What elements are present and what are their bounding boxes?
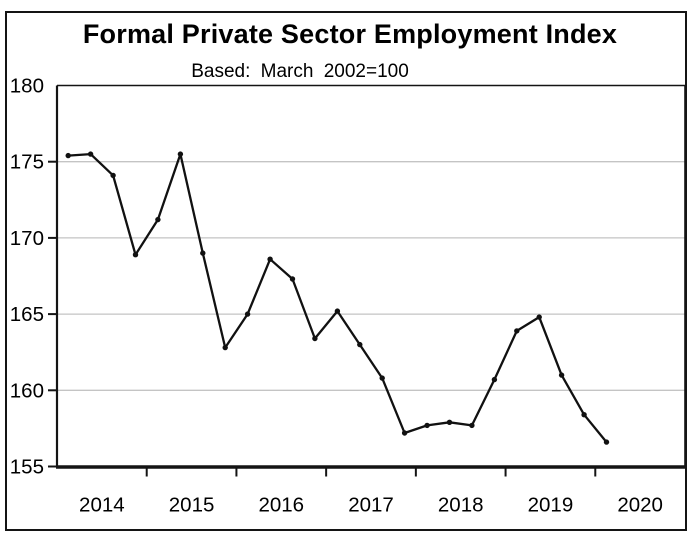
employment-index-line [67,152,608,444]
data-point-marker [558,372,565,378]
chart-outer-border [5,11,687,531]
x-year-label: 2014 [79,494,125,517]
x-year-label: 2019 [528,494,574,517]
data-point-marker [334,308,341,314]
data-point-marker [514,328,520,334]
data-point-marker [424,422,430,429]
y-tick-label: 155 [10,456,44,479]
data-point-marker [446,419,453,425]
data-point-marker [65,152,71,159]
x-year-label: 2020 [617,494,663,517]
data-point-marker [244,311,251,317]
data-point-marker [200,250,206,256]
data-point-marker [155,216,161,223]
data-point-marker [379,375,385,381]
data-point-marker [401,430,408,436]
data-point-marker [110,172,116,179]
x-year-label: 2018 [438,494,484,517]
data-point-marker [357,341,363,348]
y-tick-label: 175 [10,151,44,174]
data-point-marker [469,422,475,429]
data-point-marker [289,276,296,282]
data-point-marker [87,151,94,157]
data-point-marker [222,344,228,351]
y-tick-label: 170 [10,227,44,250]
data-point-marker [603,439,610,445]
x-year-label: 2015 [169,494,215,517]
data-point-marker [267,256,273,262]
y-tick-label: 180 [10,75,44,98]
data-point-marker [491,376,498,383]
x-year-label: 2016 [258,494,304,517]
data-point-marker [312,335,318,342]
y-tick-label: 160 [10,379,44,402]
x-year-label: 2017 [348,494,394,517]
data-point-marker [132,252,139,258]
y-tick-label: 165 [10,303,44,326]
chart-title: Formal Private Sector Employment Index [82,19,618,49]
data-point-marker [177,151,184,157]
data-point-marker [581,412,587,418]
chart-subtitle: Based: March 2002=100 [191,61,409,82]
data-point-marker [536,314,542,320]
